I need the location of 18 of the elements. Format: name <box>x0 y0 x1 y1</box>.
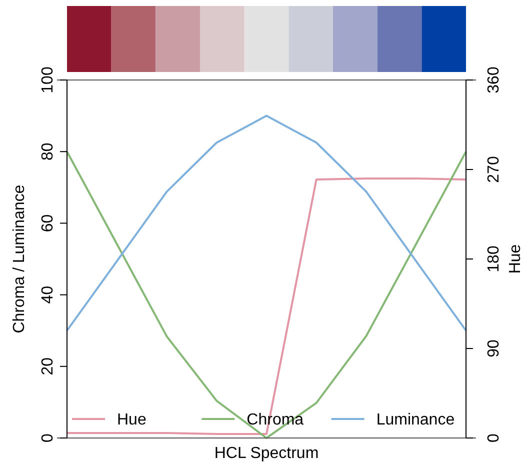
y2-tick-label: 360 <box>486 66 503 94</box>
y2-tick-label: 90 <box>486 340 503 358</box>
x-axis-title: HCL Spectrum <box>214 445 319 462</box>
line-series <box>66 114 467 332</box>
y-tick-label: 20 <box>40 357 57 376</box>
y-tick-label: 40 <box>40 286 57 304</box>
y-axis-title: Chroma / Luminance <box>11 184 28 334</box>
legend-label: Hue <box>117 412 146 429</box>
legend-label: Chroma <box>246 412 304 429</box>
y2-tick-label: 0 <box>486 433 503 442</box>
y-tick-label: 80 <box>40 142 57 160</box>
y-tick-label: 0 <box>40 433 57 442</box>
y2-tick-label: 270 <box>486 156 503 183</box>
y2-tick-label: 180 <box>486 246 503 272</box>
legend-label: Luminance <box>376 412 455 429</box>
y-tick-label: 60 <box>40 214 57 232</box>
y-tick-label: 100 <box>40 66 57 94</box>
y2-axis-title: Hue <box>507 244 524 274</box>
